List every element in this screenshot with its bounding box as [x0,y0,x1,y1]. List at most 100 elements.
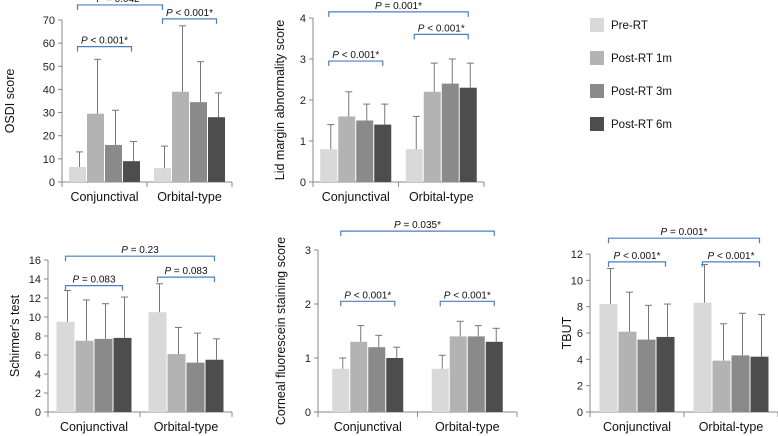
p-value-text: < 0.001* [351,290,391,301]
p-value-label: P < 0.001* [614,251,661,262]
p-value-label: P < 0.001* [166,8,213,19]
y-axis-label: OSDI score [3,69,17,134]
p-value-text: < 0.001* [339,50,379,61]
legend-swatch [590,117,604,131]
p-value-label: P = 0.042* [97,0,144,5]
legend-label: Post-RT 6m [611,119,672,131]
legend-label: Post-RT 1m [611,53,672,65]
p-value-label: P = 0.001* [375,1,422,12]
category-label: Orbital-type [699,420,764,434]
p-symbol: P [72,275,79,286]
p-value-label: P < 0.001* [344,290,391,301]
bar [374,124,392,182]
p-symbol: P [375,1,382,12]
y-tick-label: 8 [577,302,583,314]
significance-bracket [701,261,761,267]
significance-bracket [340,300,396,307]
legend-label: Post-RT 3m [611,86,672,98]
y-tick-label: 10 [29,312,41,324]
p-symbol: P [708,251,715,262]
p-value-label: P = 0.001* [661,227,708,238]
significance-bracket [413,33,469,40]
bar [154,168,171,182]
y-tick-label: 0 [577,407,583,419]
p-value-text: < 0.001* [714,251,754,262]
p-symbol: P [444,290,451,301]
category-label: Conjunctival [70,190,138,204]
p-value-text: < 0.001* [450,290,490,301]
bar [94,338,113,412]
bar [105,144,122,182]
bar [467,336,485,412]
y-tick-label: 8 [35,331,41,343]
legend: Pre-RT Post-RT 1m Post-RT 3m Post-RT 6m [590,18,672,131]
p-value-label: P < 0.001* [81,36,128,47]
chart-fluor: 0 1 2 3 Corneal fluorescein staining score Co… [274,220,518,434]
bar [656,336,675,412]
p-symbol: P [97,0,104,5]
significance-bracket [328,11,469,17]
bar [69,166,86,182]
p-symbol: P [394,220,401,231]
p-symbol: P [661,227,668,238]
bar [485,341,503,412]
p-value-label: P = 0.035* [394,220,441,231]
category-label: Conjunctival [322,190,390,204]
legend-swatch [590,84,604,98]
bar [172,91,189,182]
significance-bracket [76,46,133,52]
significance-bracket [607,261,667,267]
significance-bracket [439,300,495,307]
bar [356,120,374,182]
y-tick-label: 2 [577,381,583,393]
y-tick-label: 40 [43,84,55,96]
bar [350,341,368,412]
significance-bracket [328,60,384,67]
legend-label: Pre-RT [611,20,648,32]
p-value-label: P = 0.083 [164,266,208,277]
y-axis-label: Lid margin abnormality score [273,20,287,181]
chart-lid: 0 1 2 3 4 Lid margin abnormality score Conjunc… [273,1,485,204]
y-tick-label: 4 [577,354,583,366]
legend-swatch [590,51,604,65]
bar [731,355,750,412]
chart-schirmer: 0 2 4 6 8 10 12 14 16 Schirmer's test Conjunctival… [8,245,233,434]
bar [56,321,75,412]
bar [386,358,404,412]
significance-bracket [76,4,164,10]
p-symbol: P [166,8,173,19]
bar [186,362,205,412]
chart-osdi: 0 10 20 30 40 50 60 70 OSDI score Conjunctival Orb… [3,0,233,204]
bar [637,339,656,412]
significance-bracket [156,276,216,283]
y-tick-label: 14 [29,274,41,286]
p-value-text: = 0.23 [128,245,159,256]
p-value-text: < 0.001* [424,23,464,34]
y-tick-label: 3 [305,245,311,257]
category-label: Orbital-type [409,190,474,204]
bar [712,360,731,412]
y-tick-label: 1 [305,353,311,365]
bar [148,312,167,412]
bar [87,113,104,182]
bar [423,91,441,182]
p-symbol: P [81,36,88,47]
y-tick-label: 0 [49,177,55,189]
bar [599,304,618,412]
bar [208,117,225,182]
y-tick-label: 30 [43,108,55,120]
category-label: Conjunctival [60,420,128,434]
p-value-label: P = 0.083 [72,275,116,286]
significance-bracket [607,237,761,244]
bar [338,116,356,182]
y-tick-label: 60 [43,38,55,50]
y-tick-label: 12 [571,249,583,261]
p-value-text: = 0.042* [103,0,143,5]
y-tick-label: 1 [300,136,306,148]
bar [431,368,449,412]
chart-tbut: 0 2 4 6 8 10 12 TBUT Conjunctival Orbital-type P <… [560,227,778,434]
p-value-text: = 0.001* [382,1,422,12]
y-tick-label: 20 [43,131,55,143]
p-value-text: = 0.083 [79,275,116,286]
p-value-text: = 0.001* [667,227,707,238]
